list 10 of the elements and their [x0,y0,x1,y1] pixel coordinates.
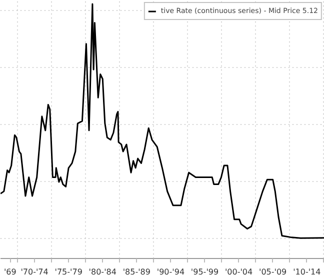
x-tick-label: '85-'89 [122,268,150,276]
x-tick-label: '00-'04 [224,268,253,276]
x-tick-label: '69 [4,268,16,276]
x-tick-label: '75-'79 [54,268,82,276]
x-tick-label: '05-'09 [259,268,287,276]
x-tick-label: '90-'94 [156,268,185,276]
x-tick-label: '70-'74 [20,268,48,276]
x-tick-label: '95-'99 [190,268,219,276]
x-tick-label: '10-'14 [293,268,321,276]
x-tick-label: '80-'84 [88,268,116,276]
